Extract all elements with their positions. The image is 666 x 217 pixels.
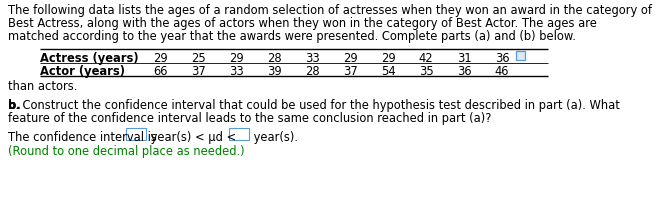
Text: 36: 36: [495, 52, 509, 65]
Text: 36: 36: [457, 65, 472, 78]
Text: 28: 28: [266, 52, 281, 65]
Text: b.: b.: [8, 99, 21, 112]
Text: feature of the confidence interval leads to the same conclusion reached in part : feature of the confidence interval leads…: [8, 112, 492, 125]
FancyBboxPatch shape: [229, 128, 249, 140]
Text: 29: 29: [228, 52, 243, 65]
Text: 37: 37: [342, 65, 358, 78]
Text: Actor (years): Actor (years): [40, 65, 125, 78]
Text: 25: 25: [190, 52, 205, 65]
Text: 31: 31: [457, 52, 472, 65]
Text: 37: 37: [190, 65, 205, 78]
Text: The following data lists the ages of a random selection of actresses when they w: The following data lists the ages of a r…: [8, 4, 652, 17]
Text: 28: 28: [304, 65, 319, 78]
Text: 66: 66: [153, 65, 167, 78]
Text: 29: 29: [153, 52, 167, 65]
Text: 46: 46: [495, 65, 509, 78]
FancyBboxPatch shape: [516, 51, 525, 60]
Text: year(s) < μd <: year(s) < μd <: [147, 131, 236, 144]
Text: (Round to one decimal place as needed.): (Round to one decimal place as needed.): [8, 145, 244, 158]
Text: Actress (years): Actress (years): [40, 52, 139, 65]
Text: than actors.: than actors.: [8, 80, 77, 93]
Text: 39: 39: [266, 65, 281, 78]
Text: 29: 29: [381, 52, 396, 65]
FancyBboxPatch shape: [126, 128, 146, 140]
Text: 35: 35: [419, 65, 434, 78]
Text: 54: 54: [381, 65, 396, 78]
Text: 33: 33: [228, 65, 243, 78]
Text: 42: 42: [419, 52, 434, 65]
Text: matched according to the year that the awards were presented. Complete parts (a): matched according to the year that the a…: [8, 30, 576, 43]
Text: Best Actress, along with the ages of actors when they won in the category of Bes: Best Actress, along with the ages of act…: [8, 17, 597, 30]
Text: 33: 33: [304, 52, 320, 65]
Text: 29: 29: [343, 52, 358, 65]
Text: The confidence interval is: The confidence interval is: [8, 131, 157, 144]
Text: b.: b.: [8, 99, 21, 112]
Text: year(s).: year(s).: [250, 131, 298, 144]
Text: b. Construct the confidence interval that could be used for the hypothesis test : b. Construct the confidence interval tha…: [8, 99, 620, 112]
